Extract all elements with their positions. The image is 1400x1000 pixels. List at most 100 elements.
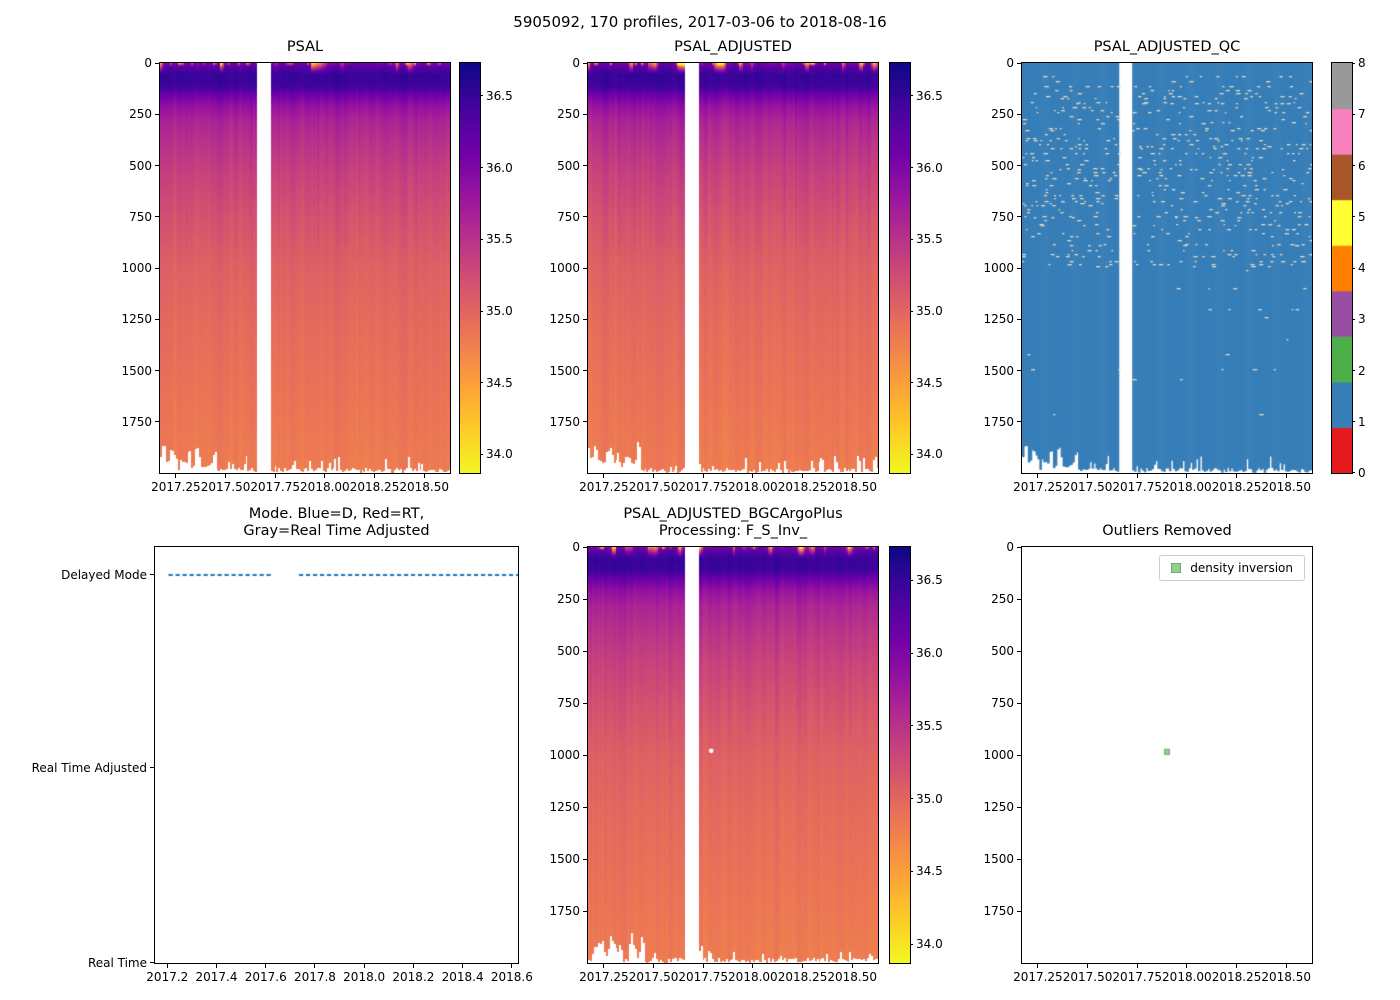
- tick-mark: [1017, 702, 1021, 704]
- colorbar-psal: [459, 62, 481, 474]
- y-tick-label: 750: [991, 209, 1014, 224]
- x-tick-label: 2017.25: [579, 480, 629, 494]
- colorbar-tick-label: 35.0: [916, 304, 943, 318]
- tick-mark: [480, 310, 483, 312]
- plot-canvas: [155, 547, 518, 963]
- tick-mark: [910, 579, 913, 581]
- panel-psal_adjusted_qc: [1021, 62, 1313, 474]
- y-tick-label: 250: [557, 107, 580, 122]
- tick-mark: [155, 62, 159, 64]
- tick-mark: [1236, 474, 1238, 478]
- y-tick-label: 750: [129, 209, 152, 224]
- tick-mark: [155, 370, 159, 371]
- colorbar-tick-label: 8: [1358, 56, 1366, 70]
- y-tick-label: 1500: [121, 363, 152, 378]
- colorbar-tick-label: 3: [1358, 312, 1366, 327]
- tick-mark: [225, 474, 227, 478]
- tick-mark: [150, 574, 154, 576]
- tick-mark: [1136, 964, 1138, 968]
- tick-mark: [603, 964, 605, 968]
- panel-psal_adjusted: [587, 62, 879, 474]
- y-tick-label: 1250: [549, 312, 580, 327]
- tick-mark: [1017, 113, 1021, 115]
- x-tick-label: 2018.0: [343, 970, 386, 984]
- x-tick-label: 2018.25: [1211, 970, 1262, 984]
- panel-title-line: Mode. Blue=D, Red=RT,: [248, 506, 425, 522]
- colorbar-tick-label: 34.5: [916, 375, 943, 390]
- tick-mark: [1017, 267, 1021, 269]
- tick-mark: [1352, 421, 1355, 423]
- y-tick-label: 750: [991, 696, 1014, 710]
- tick-mark: [1285, 964, 1287, 968]
- y-tick-label: Delayed Mode: [61, 567, 147, 582]
- tick-mark: [166, 964, 168, 968]
- y-tick-label: 1500: [983, 852, 1014, 866]
- colorbar-canvas: [890, 63, 910, 473]
- x-tick-label: 2017.25: [1013, 480, 1063, 494]
- tick-mark: [480, 453, 483, 455]
- tick-mark: [480, 382, 483, 384]
- tick-mark: [150, 767, 154, 769]
- colorbar-tick-label: 7: [1358, 107, 1366, 122]
- tick-mark: [583, 267, 587, 269]
- panel-title-line: Gray=Real Time Adjusted: [243, 523, 430, 539]
- tick-mark: [1352, 267, 1355, 269]
- x-tick-label: 2018.50: [827, 970, 877, 984]
- tick-mark: [1236, 964, 1238, 968]
- tick-mark: [1017, 421, 1021, 423]
- tick-mark: [1017, 318, 1021, 320]
- tick-mark: [851, 474, 853, 478]
- x-tick-label: 2017.50: [1062, 970, 1113, 984]
- tick-mark: [910, 798, 913, 800]
- tick-mark: [1352, 471, 1355, 473]
- tick-mark: [910, 95, 913, 97]
- tick-mark: [1017, 370, 1021, 371]
- colorbar-tick-label: 35.0: [916, 791, 943, 806]
- tick-mark: [1352, 216, 1355, 218]
- panel-psal: [159, 62, 451, 474]
- y-tick-label: 1500: [549, 363, 580, 378]
- tick-mark: [583, 650, 587, 652]
- tick-mark: [480, 167, 483, 169]
- colorbar-tick-label: 2: [1358, 363, 1366, 378]
- colorbar-psal_adjusted: [889, 62, 911, 474]
- tick-mark: [1352, 165, 1355, 166]
- tick-mark: [462, 964, 464, 968]
- tick-mark: [910, 167, 913, 169]
- y-tick-label: 1250: [983, 800, 1014, 814]
- plot-canvas: [588, 547, 878, 963]
- x-tick-label: 2018.25: [1211, 480, 1262, 494]
- tick-mark: [1352, 318, 1355, 320]
- tick-mark: [1017, 754, 1021, 756]
- tick-mark: [910, 382, 913, 384]
- panel-title-line: PSAL_ADJUSTED_BGCArgoPlus: [623, 506, 843, 522]
- tick-mark: [802, 964, 804, 968]
- tick-mark: [910, 453, 913, 455]
- panel-title-line: PSAL: [286, 39, 324, 55]
- tick-mark: [412, 964, 414, 968]
- y-tick-label: 250: [129, 107, 152, 122]
- tick-mark: [583, 598, 587, 600]
- y-tick-label: 750: [557, 696, 580, 710]
- y-tick-label: 1500: [549, 852, 580, 866]
- colorbar-tick-label: 1: [1358, 414, 1366, 429]
- colorbar-tick-label: 34.5: [916, 864, 943, 879]
- y-tick-label: 250: [991, 107, 1014, 122]
- tick-mark: [274, 474, 276, 478]
- colorbar-tick-label: 35.5: [916, 232, 943, 247]
- x-tick-label: 2017.50: [628, 970, 679, 984]
- colorbar-canvas: [890, 547, 910, 963]
- tick-mark: [1017, 546, 1021, 548]
- tick-mark: [155, 165, 159, 166]
- tick-mark: [910, 238, 913, 240]
- x-tick-label: 2018.00: [1162, 480, 1212, 494]
- colorbar-tick-label: 34.0: [916, 447, 943, 462]
- y-tick-label: 1000: [549, 748, 580, 762]
- x-tick-label: 2018.00: [1162, 970, 1212, 984]
- x-tick-label: 2018.00: [300, 480, 350, 494]
- x-tick-label: 2018.4: [441, 970, 484, 984]
- panel-title-psal: PSAL: [140, 39, 470, 56]
- x-tick-label: 2018.00: [728, 480, 778, 494]
- x-tick-label: 2017.2: [146, 970, 189, 984]
- colorbar-tick-label: 34.0: [916, 937, 943, 952]
